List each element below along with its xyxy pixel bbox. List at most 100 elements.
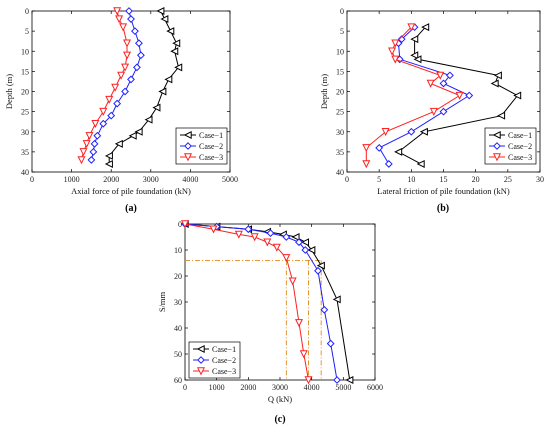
legend-marker <box>183 153 193 162</box>
y-axis-title: Depth (m) <box>4 74 14 109</box>
data-point <box>111 83 120 92</box>
data-point <box>158 87 167 96</box>
y-tick-label: 25 <box>21 108 29 117</box>
data-point <box>421 23 430 32</box>
legend: Case−1 Case−2 Case−3 <box>484 127 537 165</box>
data-point <box>307 245 316 255</box>
data-point <box>174 63 183 72</box>
data-point <box>282 254 291 263</box>
data-point <box>288 277 297 286</box>
data-point <box>362 144 371 153</box>
legend-label: Case−2 <box>508 142 532 151</box>
data-point <box>345 375 354 385</box>
data-point <box>429 107 438 116</box>
y-tick-label: 10 <box>21 47 29 56</box>
data-point <box>384 160 393 168</box>
data-point <box>123 51 132 60</box>
series-1 <box>394 23 522 168</box>
panel-a: 0 1000 2000 3000 4000 5000 0 5 10 15 20 25 30 35 40 Axi… <box>4 6 238 214</box>
x-tick-label: 4000 <box>182 175 198 184</box>
y-tick-label: 25 <box>336 108 344 117</box>
x-tick-label: 3000 <box>143 175 159 184</box>
data-point <box>125 7 133 15</box>
legend-label: Case−2 <box>212 356 236 365</box>
legend-label: Case−3 <box>212 367 236 376</box>
data-point <box>426 79 435 88</box>
data-point <box>119 23 128 32</box>
data-point <box>497 111 506 120</box>
y-tick-label: 15 <box>21 67 29 76</box>
data-point <box>244 225 253 234</box>
data-point <box>407 127 416 136</box>
data-point <box>234 230 243 239</box>
data-point <box>266 229 275 238</box>
panel-label: (c) <box>274 414 285 425</box>
data-point <box>439 79 448 88</box>
data-point <box>113 99 122 108</box>
x-tick-label: 20 <box>472 175 480 184</box>
x-tick-label: 5000 <box>222 175 238 184</box>
y-tick-label: 30 <box>174 298 182 307</box>
data-point <box>295 238 303 247</box>
data-point <box>172 39 181 48</box>
data-point <box>115 15 124 24</box>
data-point <box>272 243 281 252</box>
data-point <box>87 156 96 164</box>
data-point <box>113 7 122 16</box>
x-tick-label: 30 <box>536 175 544 184</box>
legend-label: Case−1 <box>508 131 532 140</box>
data-point <box>77 156 86 165</box>
data-point <box>89 147 98 156</box>
y-tick-label: 0 <box>178 220 182 229</box>
x-axis-title: Axial force of pile foundation (kN) <box>71 186 191 196</box>
data-point <box>91 120 100 129</box>
legend: Case−1 Case−2 Case−3 <box>188 341 241 379</box>
y-tick-label: 20 <box>336 88 344 97</box>
data-point <box>133 63 141 72</box>
data-point <box>333 376 341 384</box>
panel-c: 0 1000 2000 3000 4000 5000 6000 0 10 20 30 40 50 60 Q … <box>157 219 383 425</box>
data-point <box>375 143 384 152</box>
data-point <box>320 305 329 314</box>
legend-marker <box>492 130 501 140</box>
y-tick-label: 40 <box>174 324 182 333</box>
legend-marker <box>196 344 205 354</box>
data-point <box>301 238 310 247</box>
y-tick-label: 35 <box>21 148 29 157</box>
data-point <box>282 233 291 241</box>
data-point <box>263 238 272 247</box>
x-tick-label: 1000 <box>209 383 225 392</box>
data-point <box>413 55 422 64</box>
data-point <box>381 128 390 137</box>
y-tick-label: 40 <box>21 168 29 177</box>
x-tick-label: 0 <box>345 175 349 184</box>
legend-label: Case−3 <box>199 153 223 162</box>
data-point <box>127 75 135 84</box>
data-point <box>416 159 425 168</box>
data-point <box>490 79 499 88</box>
x-tick-label: 5000 <box>335 383 351 392</box>
data-point <box>465 91 474 100</box>
data-point <box>419 127 428 136</box>
x-tick-label: 10 <box>407 175 415 184</box>
data-point <box>362 160 371 169</box>
data-point <box>107 111 116 120</box>
data-point <box>136 51 145 60</box>
legend-marker <box>493 142 501 150</box>
y-tick-label: 30 <box>21 128 29 137</box>
y-tick-label: 40 <box>336 168 344 177</box>
series-line <box>365 26 461 164</box>
data-point <box>332 295 341 304</box>
data-point <box>144 115 153 124</box>
x-tick-label: 0 <box>30 175 34 184</box>
y-axis-title: Depth (m) <box>319 74 329 109</box>
x-tick-label: 2000 <box>103 175 119 184</box>
data-point <box>156 6 165 16</box>
data-point <box>436 71 445 80</box>
data-point <box>304 376 313 385</box>
legend-label: Case−1 <box>212 345 236 354</box>
data-point <box>326 339 335 348</box>
series-2 <box>181 220 341 384</box>
legend-marker <box>197 356 205 364</box>
x-axis-title: Lateral friction of pile foundation (kN) <box>377 186 510 196</box>
